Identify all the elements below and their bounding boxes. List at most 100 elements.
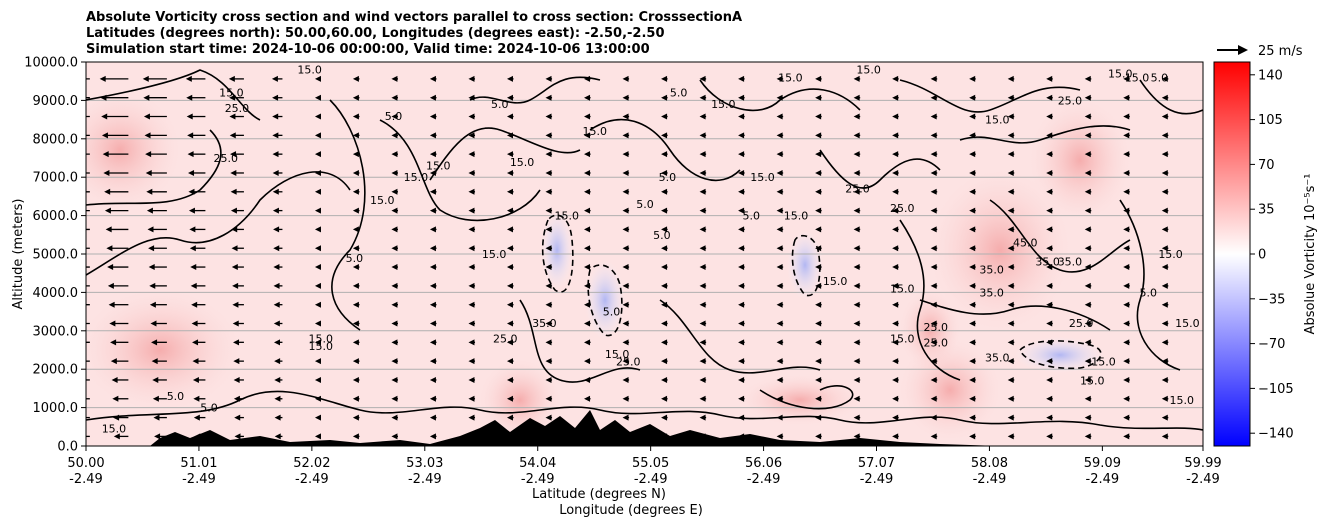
wind-vector-head (190, 282, 197, 289)
wind-vector-head (622, 151, 629, 158)
wind-vector-head (468, 264, 475, 271)
wind-vector-head (699, 245, 706, 252)
wind-vector-head (391, 358, 398, 365)
wind-vector-head (1123, 301, 1130, 308)
wind-vector-head (892, 226, 899, 233)
wind-vector-head (1084, 414, 1091, 421)
wind-vector-head (1046, 282, 1053, 289)
wind-vector-head (352, 414, 359, 421)
contour-label: 35.0 (1058, 256, 1083, 269)
contour-label: 5.0 (491, 98, 509, 111)
title-line: Absolute Vorticity cross section and win… (86, 10, 742, 25)
wind-vector-head (1123, 433, 1130, 440)
wind-vector-head (271, 75, 278, 82)
wind-vector-head (352, 132, 359, 139)
contour-label: 25.0 (1058, 94, 1083, 107)
wind-vector-head (506, 75, 513, 82)
wind-vector-head (190, 264, 197, 271)
wind-vector-head (352, 320, 359, 327)
wind-vector-head (1007, 358, 1014, 365)
contour-label: 15.0 (1108, 68, 1133, 81)
wind-vector-head (545, 264, 552, 271)
wind-vector-head (429, 132, 436, 139)
wind-vector-head (1084, 376, 1091, 383)
vorticity-field-blobs (86, 90, 1130, 440)
x-tick-label-lat: 55.05 (632, 456, 669, 471)
wind-vector-head (506, 113, 513, 120)
wind-vector-head (272, 207, 279, 214)
wind-vector-head (113, 414, 120, 421)
wind-vector-head (429, 358, 436, 365)
wind-vector-head (853, 188, 860, 195)
wind-vector-head (1046, 132, 1053, 139)
wind-vector-head (188, 169, 195, 176)
wind-vector-head (468, 301, 475, 308)
wind-vector-head (1046, 358, 1053, 365)
wind-vector-head (188, 188, 195, 195)
wind-vector-head (930, 151, 937, 158)
wind-vector-head (699, 151, 706, 158)
wind-vector-head (1123, 395, 1130, 402)
wind-vector-head (930, 376, 937, 383)
wind-vector-head (853, 264, 860, 271)
wind-vector-head (468, 282, 475, 289)
contour-line (1119, 199, 1181, 371)
wind-vector-head (661, 433, 668, 440)
wind-vector-head (815, 226, 822, 233)
wind-vector-head (853, 414, 860, 421)
wind-vector-head (314, 433, 321, 440)
wind-vector-head (661, 169, 668, 176)
wind-vector-head (468, 132, 475, 139)
contour-label: 5.0 (200, 402, 218, 415)
wind-vector-head (815, 282, 822, 289)
wind-vector-head (661, 94, 668, 101)
wind-vector-head (1046, 113, 1053, 120)
wind-vector-head (622, 282, 629, 289)
wind-vector-head (189, 226, 196, 233)
wind-vector-head (193, 414, 200, 421)
contour-label: 25.0 (616, 356, 641, 369)
wind-vector-head (622, 94, 629, 101)
wind-vector-head (314, 245, 321, 252)
wind-vector-head (815, 339, 822, 346)
wind-vector-head (274, 358, 281, 365)
wind-vector-head (1084, 339, 1091, 346)
wind-vector-head (661, 132, 668, 139)
contour-label: 35.0 (979, 286, 1004, 299)
wind-vector-head (152, 395, 159, 402)
positive-vorticity-region (86, 290, 240, 410)
contour-label: 15.0 (750, 171, 775, 184)
contour-label: 15.0 (1175, 317, 1200, 330)
contour-label: 35.0 (979, 263, 1004, 276)
contour-label: 15.0 (890, 283, 915, 296)
wind-vector-head (105, 226, 112, 233)
wind-vector-head (272, 169, 279, 176)
wind-vector-head (274, 395, 281, 402)
wind-vector-head (1084, 282, 1091, 289)
contour-label: 15.0 (778, 71, 803, 84)
y-tick-label: 2000.0 (33, 363, 79, 378)
wind-vector-head (1007, 245, 1014, 252)
wind-vector-head (273, 264, 280, 271)
wind-vector-head (738, 169, 745, 176)
wind-vector-head (506, 169, 513, 176)
contour-label: 15.0 (370, 194, 395, 207)
wind-vector-head (545, 358, 552, 365)
wind-vector-head (1084, 94, 1091, 101)
wind-vector-head (429, 188, 436, 195)
wind-vector-head (892, 414, 899, 421)
wind-vector-head (273, 282, 280, 289)
wind-vector-head (738, 245, 745, 252)
wind-vector-head (468, 433, 475, 440)
wind-vector-head (468, 207, 475, 214)
wind-vector-head (352, 113, 359, 120)
wind-vector-head (391, 75, 398, 82)
wind-vector-head (930, 433, 937, 440)
wind-vector-head (853, 132, 860, 139)
wind-vector-head (1007, 301, 1014, 308)
wind-vector-head (231, 245, 238, 252)
contour-label: 15.0 (297, 64, 322, 77)
wind-vector-head (57, 76, 63, 82)
contour-label: 5.0 (1139, 286, 1157, 299)
wind-vector-head (272, 188, 279, 195)
